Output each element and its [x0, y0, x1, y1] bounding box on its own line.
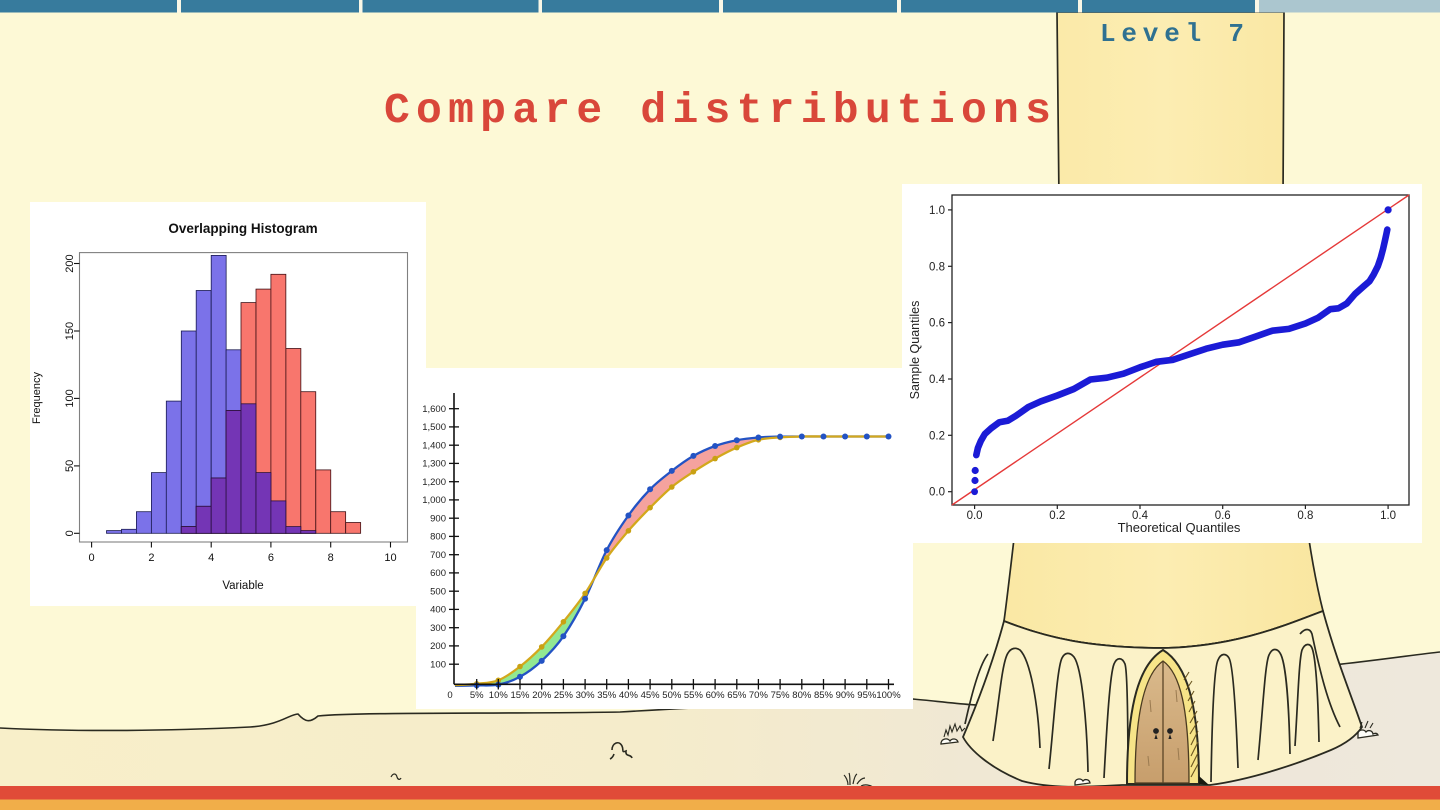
svg-text:700: 700 — [430, 550, 446, 561]
svg-text:300: 300 — [430, 623, 446, 634]
svg-text:5%: 5% — [470, 690, 484, 701]
svg-text:600: 600 — [430, 568, 446, 579]
svg-text:10: 10 — [384, 552, 396, 564]
svg-text:100%: 100% — [876, 690, 901, 701]
svg-text:30%: 30% — [576, 690, 596, 701]
svg-text:0: 0 — [89, 552, 95, 564]
svg-text:55%: 55% — [684, 690, 704, 701]
svg-text:1,300: 1,300 — [422, 459, 446, 470]
svg-text:8: 8 — [328, 552, 334, 564]
svg-text:800: 800 — [430, 532, 446, 543]
svg-text:0.8: 0.8 — [929, 261, 945, 273]
svg-text:2: 2 — [148, 552, 154, 564]
svg-text:Variable: Variable — [222, 580, 263, 592]
svg-text:50: 50 — [64, 460, 76, 472]
svg-text:60%: 60% — [706, 690, 726, 701]
svg-text:1,600: 1,600 — [422, 404, 446, 415]
svg-text:1,200: 1,200 — [422, 477, 446, 488]
svg-text:100: 100 — [64, 389, 76, 407]
svg-text:Theoretical Quantiles: Theoretical Quantiles — [1118, 520, 1241, 535]
svg-text:80%: 80% — [792, 690, 812, 701]
svg-text:50%: 50% — [662, 690, 682, 701]
svg-text:35%: 35% — [597, 690, 617, 701]
svg-text:1,400: 1,400 — [422, 440, 446, 451]
svg-text:6: 6 — [268, 552, 274, 564]
svg-text:4: 4 — [208, 552, 214, 564]
svg-text:65%: 65% — [727, 690, 747, 701]
svg-text:1.0: 1.0 — [1380, 510, 1396, 522]
svg-text:15%: 15% — [510, 690, 530, 701]
svg-text:0.2: 0.2 — [929, 430, 945, 442]
svg-text:200: 200 — [430, 641, 446, 652]
svg-text:95%: 95% — [857, 690, 877, 701]
svg-text:500: 500 — [430, 586, 446, 597]
svg-text:900: 900 — [430, 513, 446, 524]
svg-text:0.6: 0.6 — [1215, 510, 1231, 522]
svg-text:200: 200 — [64, 254, 76, 272]
svg-text:20%: 20% — [532, 690, 552, 701]
svg-text:0.0: 0.0 — [967, 510, 983, 522]
svg-text:150: 150 — [64, 322, 76, 340]
svg-text:70%: 70% — [749, 690, 769, 701]
svg-text:0: 0 — [64, 530, 76, 536]
svg-text:0.0: 0.0 — [929, 487, 945, 499]
svg-text:0.2: 0.2 — [1049, 510, 1065, 522]
svg-text:0.4: 0.4 — [929, 374, 946, 386]
svg-text:75%: 75% — [771, 690, 791, 701]
svg-text:0: 0 — [447, 690, 452, 701]
svg-text:10%: 10% — [489, 690, 509, 701]
svg-text:1,000: 1,000 — [422, 495, 446, 506]
svg-text:0.8: 0.8 — [1297, 510, 1313, 522]
svg-text:25%: 25% — [554, 690, 574, 701]
svg-text:85%: 85% — [814, 690, 834, 701]
svg-text:90%: 90% — [836, 690, 856, 701]
svg-text:1,500: 1,500 — [422, 422, 446, 433]
svg-text:100: 100 — [430, 659, 446, 670]
svg-text:0.6: 0.6 — [929, 318, 945, 330]
svg-text:0.4: 0.4 — [1132, 510, 1149, 522]
svg-text:Frequency: Frequency — [31, 372, 43, 424]
svg-text:Overlapping Histogram: Overlapping Histogram — [168, 221, 317, 236]
svg-text:45%: 45% — [641, 690, 661, 701]
svg-text:40%: 40% — [619, 690, 639, 701]
svg-text:400: 400 — [430, 605, 446, 616]
svg-text:1.0: 1.0 — [929, 205, 945, 217]
svg-text:Sample Quantiles: Sample Quantiles — [908, 301, 922, 400]
